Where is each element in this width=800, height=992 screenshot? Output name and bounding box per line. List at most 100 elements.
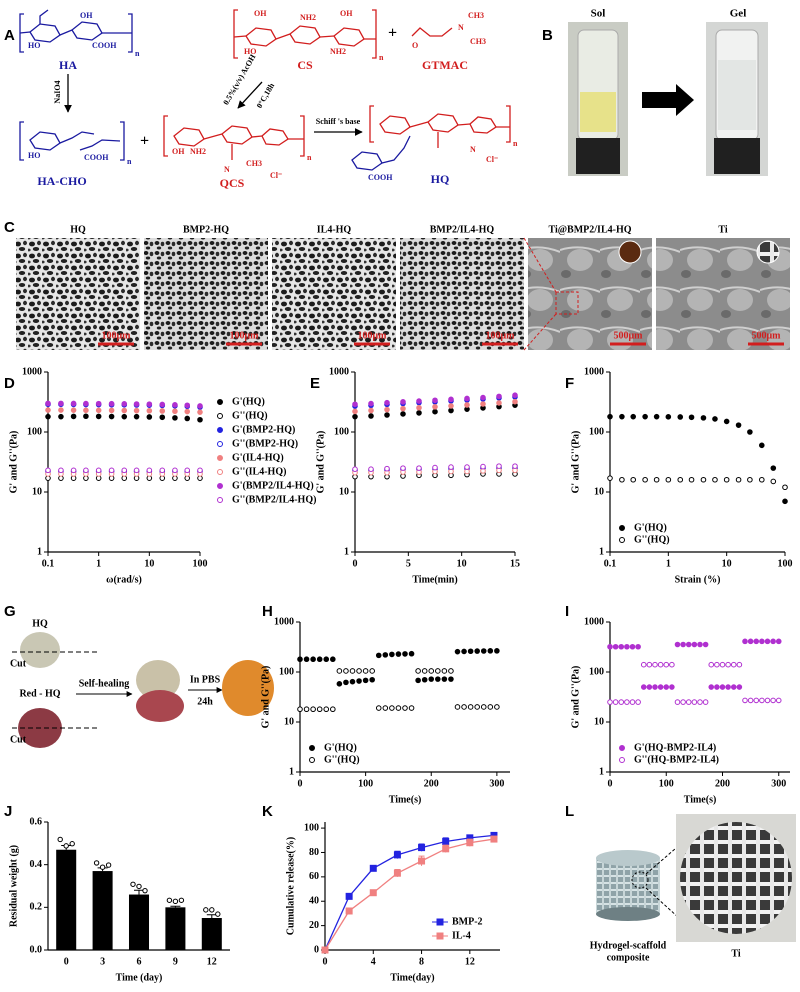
data-point: [69, 841, 75, 847]
marker: [343, 668, 349, 674]
group: COOH: [92, 41, 117, 50]
marker: [45, 467, 51, 474]
x-tick-label: 10: [144, 558, 154, 569]
marker: [421, 676, 428, 683]
marker: [184, 408, 191, 415]
x-axis-label: Time (day): [116, 972, 163, 983]
marker: [759, 697, 765, 704]
legend-label: G''(IL4-HQ): [232, 466, 286, 477]
y-axis-label: G' and G''(Pa): [315, 431, 326, 494]
legend-label: G'(HQ-BMP2-IL4): [634, 742, 716, 753]
marker: [45, 400, 51, 407]
cap: [576, 138, 620, 174]
marker: [45, 413, 51, 420]
marker: [146, 407, 153, 414]
marker: [742, 638, 748, 645]
legend-marker: [436, 918, 444, 926]
self-healing-photos: HQ Cut Red - HQ Cut Self-healing In PBS …: [10, 618, 274, 748]
bar: [201, 918, 222, 950]
x-tick-label: 5: [406, 558, 411, 569]
group: CH3: [468, 11, 484, 20]
marker: [297, 706, 303, 713]
group: N: [224, 165, 230, 174]
marker: [742, 697, 748, 704]
marker: [642, 413, 648, 420]
marker: [172, 408, 178, 415]
marker: [428, 668, 435, 674]
marker: [480, 704, 487, 710]
marker: [400, 405, 406, 412]
marker: [467, 648, 474, 655]
zoom-line: [523, 237, 557, 351]
marker: [146, 401, 153, 407]
marker: [384, 406, 390, 413]
marker: [316, 656, 323, 663]
data-point: [99, 864, 106, 870]
x-axis-label: Strain (%): [675, 574, 721, 585]
marker: [607, 475, 613, 481]
legend-marker: [309, 745, 315, 751]
group: n: [127, 157, 132, 166]
marker: [146, 414, 153, 420]
marker: [400, 465, 406, 471]
marker: [435, 668, 441, 674]
marker: [402, 651, 408, 657]
zoom-circle: [631, 871, 649, 889]
marker: [747, 476, 753, 483]
marker: [108, 413, 115, 420]
marker: [395, 651, 402, 657]
marker: [775, 697, 782, 704]
marker: [133, 401, 140, 407]
marker: [389, 651, 395, 658]
data-point: [136, 883, 142, 890]
marker: [697, 699, 703, 705]
legend-marker: [619, 757, 625, 763]
panel-label: K: [262, 803, 273, 820]
group: Cl⁻: [270, 171, 282, 180]
sem-image: [16, 238, 140, 350]
marker: [70, 413, 77, 420]
cap: [714, 138, 760, 174]
data-point: [215, 911, 221, 917]
legend-marker: [436, 932, 444, 940]
marker: [480, 394, 486, 401]
scale-label: 500μm: [752, 330, 782, 341]
ring: [379, 115, 411, 135]
ring: [261, 128, 289, 146]
marker: [70, 400, 77, 407]
reagent: 0.5%(v/v) AcOH: [221, 52, 258, 106]
marker: [45, 407, 51, 413]
marker: [466, 839, 474, 847]
marker: [630, 476, 637, 483]
sem-title: BMP2-HQ: [183, 224, 229, 235]
x-axis-label: Time(day): [390, 972, 434, 983]
group: n: [379, 53, 384, 62]
marker: [635, 643, 641, 650]
marker: [310, 706, 316, 713]
marker: [369, 889, 377, 897]
marker: [624, 699, 630, 705]
scale-label: 100μm: [230, 330, 260, 341]
x-tick-label: 0: [608, 778, 613, 789]
bond: [411, 27, 453, 37]
marker: [345, 892, 353, 900]
marker: [384, 399, 390, 406]
marker: [375, 705, 382, 711]
marker: [330, 706, 336, 713]
marker: [612, 699, 619, 705]
bond: [381, 135, 411, 164]
marker: [369, 668, 375, 674]
x-tick-label: 200: [424, 778, 439, 789]
marker: [677, 414, 684, 420]
marker: [369, 864, 377, 872]
marker: [640, 661, 647, 668]
marker: [70, 467, 77, 474]
legend-label: G''(BMP2-HQ): [232, 438, 298, 449]
data-point: [142, 887, 148, 894]
ring: [221, 125, 253, 145]
shape: [369, 105, 511, 148]
photo: [136, 660, 180, 700]
group: n: [135, 49, 140, 58]
sem-image: [144, 238, 268, 350]
marker: [496, 463, 502, 469]
